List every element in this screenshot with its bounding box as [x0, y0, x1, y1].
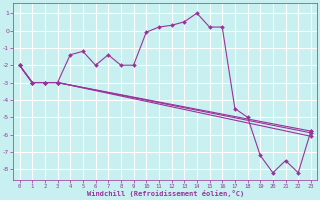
X-axis label: Windchill (Refroidissement éolien,°C): Windchill (Refroidissement éolien,°C): [87, 190, 244, 197]
